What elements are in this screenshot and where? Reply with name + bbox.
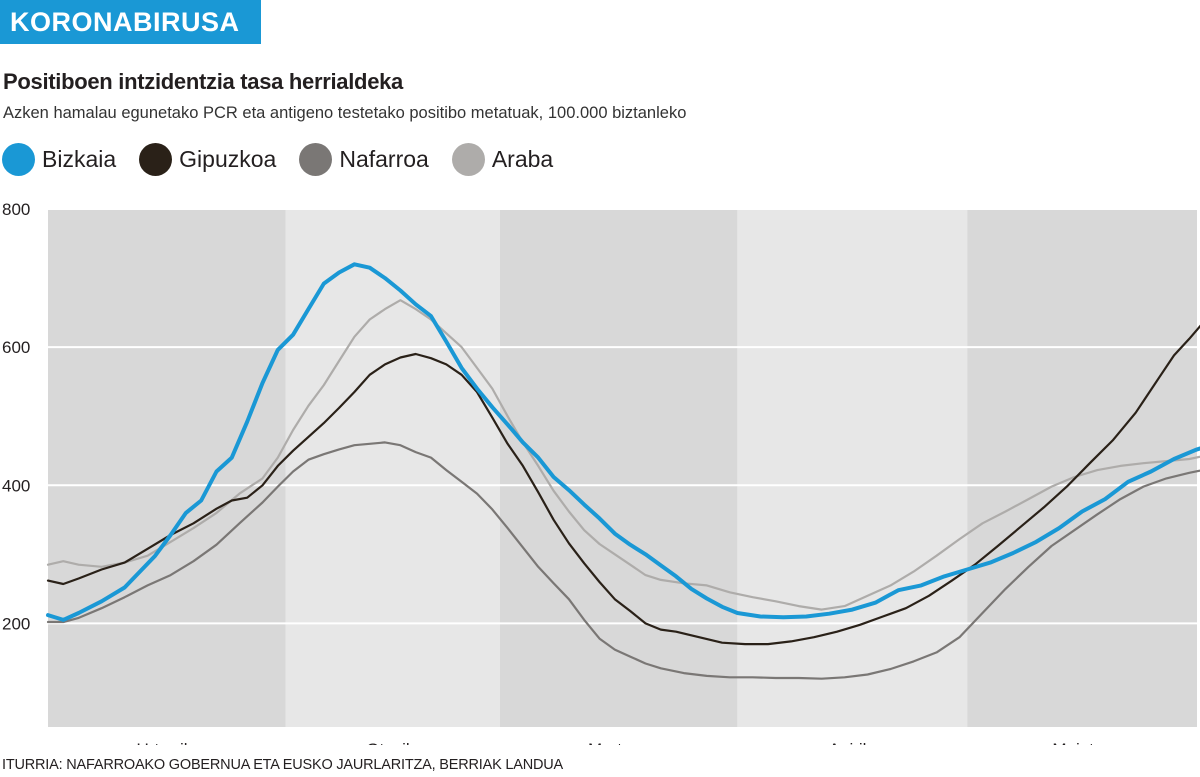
legend-swatch-araba bbox=[451, 142, 485, 176]
legend-label-bizkaia: Bizkaia bbox=[42, 145, 117, 172]
y-tick-label-800: 800 bbox=[2, 200, 30, 219]
y-tick-label-600: 600 bbox=[2, 338, 30, 357]
month-label-otsaila: Otsaila bbox=[366, 740, 419, 745]
legend-item-gipuzkoa: Gipuzkoa bbox=[139, 142, 277, 176]
month-label-apirila: Apirila bbox=[829, 740, 877, 745]
chart-title: Positiboen intzidentzia tasa herrialdeka bbox=[3, 69, 403, 94]
month-band-urtarrila bbox=[48, 209, 286, 727]
legend: Bizkaia Gipuzkoa Nafarroa Araba bbox=[2, 142, 576, 176]
legend-item-nafarroa: Nafarroa bbox=[299, 142, 429, 176]
month-band-maiatza bbox=[967, 209, 1197, 727]
y-tick-label-200: 200 bbox=[2, 614, 30, 633]
line-chart: Urtarrila Otsaila Martxoa Apirila Maiatza 200… bbox=[2, 200, 1200, 745]
legend-swatch-nafarroa bbox=[299, 142, 333, 176]
legend-swatch-bizkaia bbox=[2, 142, 35, 176]
legend-item-bizkaia: Bizkaia bbox=[2, 142, 117, 176]
month-band-martxoa bbox=[499, 209, 738, 727]
month-band-apirila bbox=[737, 209, 968, 727]
month-band-otsaila bbox=[285, 209, 500, 727]
legend-label-araba: Araba bbox=[491, 145, 554, 172]
series-line-gipuzkoa bbox=[46, 324, 1200, 646]
section-kicker: KORONABIRUSA bbox=[0, 0, 261, 44]
series-line-bizkaia bbox=[46, 262, 1200, 622]
legend-label-gipuzkoa: Gipuzkoa bbox=[179, 145, 277, 172]
legend-item-araba: Araba bbox=[451, 142, 554, 176]
chart-subtitle: Azken hamalau egunetako PCR eta antigeno… bbox=[3, 104, 687, 122]
legend-swatch-gipuzkoa bbox=[139, 142, 173, 176]
source-note: ITURRIA: NAFARROAKO GOBERNUA ETA EUSKO J… bbox=[2, 757, 564, 773]
month-label-urtarrila: Urtarrila bbox=[137, 740, 198, 745]
month-label-maiatza: Maiatza bbox=[1052, 740, 1112, 745]
series-line-araba bbox=[46, 299, 1200, 611]
y-tick-label-400: 400 bbox=[2, 476, 30, 495]
legend-label-nafarroa: Nafarroa bbox=[339, 145, 429, 172]
month-label-martxoa: Martxoa bbox=[588, 740, 650, 745]
series-line-nafarroa bbox=[46, 441, 1200, 680]
